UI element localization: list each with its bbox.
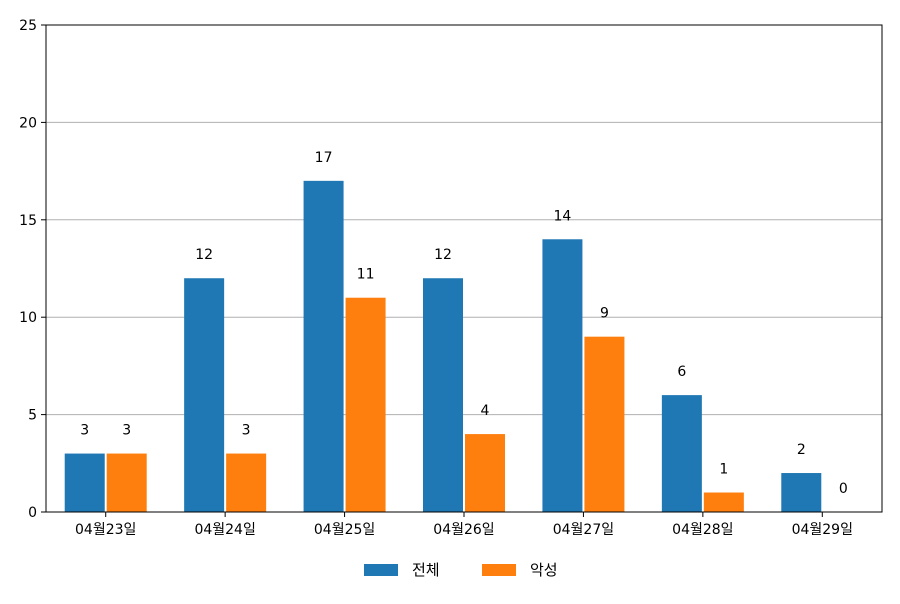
data-label: 14 (554, 208, 572, 224)
bar-malicious (345, 297, 386, 512)
x-tick-label: 04월28일 (672, 522, 733, 538)
bar-total (303, 180, 344, 512)
grid-lines (46, 121, 882, 416)
plot-frame (45, 24, 883, 513)
bar-total (184, 278, 225, 512)
x-tick-label: 04월23일 (75, 522, 136, 538)
bar-total (542, 239, 583, 512)
x-tick-label: 04월27일 (553, 522, 614, 538)
data-label: 4 (481, 403, 490, 419)
bar-total (423, 278, 463, 512)
bar-malicious (226, 453, 267, 512)
x-tick-label: 04월25일 (314, 522, 375, 538)
legend-label: 악성 (530, 561, 558, 579)
data-label: 1 (719, 462, 728, 478)
x-tick-label: 04월24일 (194, 522, 255, 538)
y-tick-label: 15 (19, 213, 37, 229)
y-tick-label: 25 (19, 18, 37, 34)
data-label: 9 (600, 306, 609, 322)
data-label: 3 (242, 423, 251, 439)
data-label: 17 (315, 150, 333, 166)
data-label: 0 (839, 481, 848, 497)
bar-total (64, 453, 105, 512)
x-tick-label: 04월29일 (792, 522, 853, 538)
bars (64, 180, 822, 512)
data-label: 12 (195, 247, 213, 263)
data-label: 6 (677, 364, 686, 380)
legend-swatch (364, 564, 398, 576)
bar-malicious (465, 434, 505, 512)
legend: 전체 악성 (364, 561, 558, 579)
legend-swatch (482, 564, 516, 576)
x-tick-label: 04월26일 (433, 522, 494, 538)
bar-total (661, 395, 702, 512)
data-label: 12 (434, 247, 452, 263)
legend-label: 전체 (412, 561, 440, 579)
bar-total (781, 473, 822, 512)
bar-malicious (106, 453, 147, 512)
bar-malicious (703, 492, 744, 512)
data-label: 3 (80, 423, 89, 439)
y-tick-label: 20 (19, 115, 37, 131)
y-tick-label: 0 (28, 505, 37, 521)
data-label: 3 (122, 423, 131, 439)
bar-malicious (584, 336, 625, 512)
data-label: 11 (357, 267, 375, 283)
data-label: 2 (797, 442, 806, 458)
y-tick-label: 5 (28, 408, 37, 424)
y-tick-label: 10 (19, 310, 37, 326)
